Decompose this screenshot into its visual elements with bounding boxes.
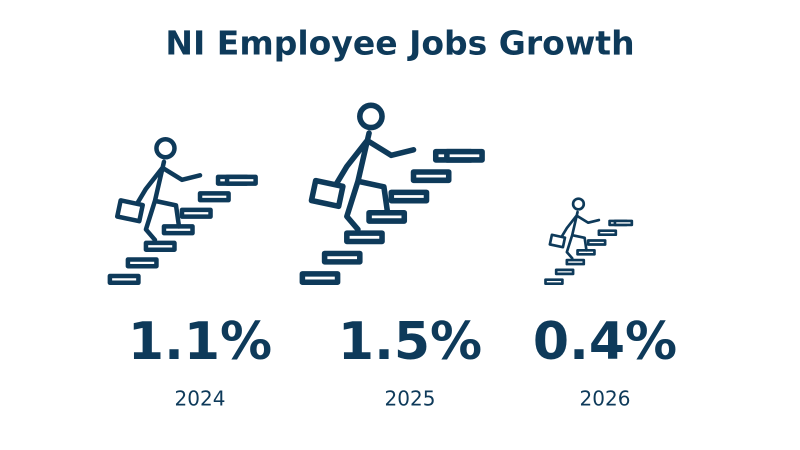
stair xyxy=(321,250,363,265)
stair xyxy=(586,239,607,246)
stair xyxy=(224,174,258,186)
growth-icon xyxy=(299,102,485,285)
value-label: 1.1% xyxy=(128,312,272,372)
stair xyxy=(565,258,586,266)
stair xyxy=(197,191,231,203)
growth-icon xyxy=(544,197,634,285)
stair xyxy=(613,219,634,227)
body xyxy=(134,159,203,243)
stair xyxy=(107,273,141,286)
head xyxy=(357,102,385,131)
stair xyxy=(344,230,385,245)
year-label: 2025 xyxy=(385,387,436,411)
stair xyxy=(410,169,452,184)
year-label: 2024 xyxy=(175,387,226,411)
stair xyxy=(179,207,213,219)
body xyxy=(560,210,601,260)
head xyxy=(154,137,177,160)
head xyxy=(571,197,586,211)
year-label: 2026 xyxy=(580,387,631,411)
stair xyxy=(444,148,485,163)
value-label: 0.4% xyxy=(533,312,677,372)
stair xyxy=(544,278,564,285)
stair xyxy=(597,229,618,237)
title: NI Employee Jobs Growth xyxy=(165,24,634,63)
briefcase xyxy=(548,233,567,249)
value-label: 1.5% xyxy=(338,312,482,372)
stair xyxy=(125,257,159,269)
stair xyxy=(554,268,575,276)
growth-icon xyxy=(107,137,258,286)
briefcase xyxy=(308,177,346,210)
stair xyxy=(143,240,177,252)
stair xyxy=(388,189,430,204)
stair xyxy=(299,271,341,285)
body xyxy=(332,130,417,233)
briefcase xyxy=(114,198,145,224)
